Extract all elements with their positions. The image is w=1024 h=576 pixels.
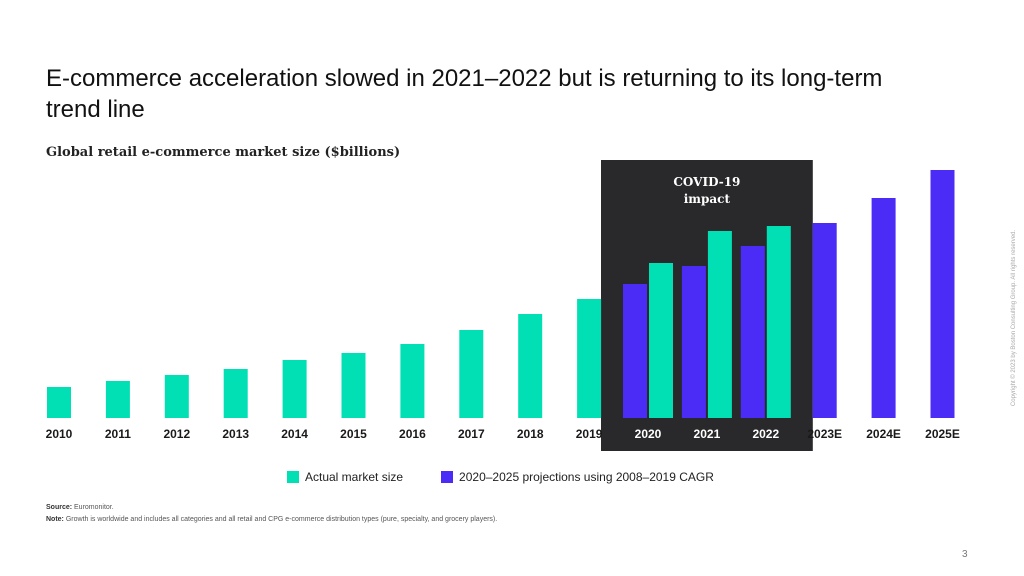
legend-swatch-projection	[441, 471, 454, 483]
note-line: Note: Growth is worldwide and includes a…	[46, 514, 497, 526]
bar-actual-2020	[649, 263, 673, 418]
x-tick-label-2022: 2022	[752, 427, 779, 441]
x-tick-label-2015: 2015	[340, 427, 367, 441]
chart-legend: Actual market size 2020–2025 projections…	[287, 470, 752, 484]
bar-projection-2021	[681, 266, 706, 418]
chart-subtitle: Global retail e-commerce market size ($b…	[46, 145, 401, 160]
x-tick-label-2013: 2013	[222, 427, 249, 441]
bar-actual-2017	[459, 330, 484, 418]
x-tick-label-2016: 2016	[399, 427, 426, 441]
bar-actual-2014	[282, 360, 307, 418]
x-tick-label-2010: 2010	[46, 427, 73, 441]
covid-label-line1: COVID-19	[673, 175, 740, 189]
bar-actual-2015	[341, 353, 366, 418]
bar-projection-2024E	[871, 198, 896, 418]
bar-chart: COVID-19 impact 2010 2011 2012 2013 2014 2015 2…	[46, 160, 960, 451]
bar-projection-2023E	[812, 223, 837, 418]
source-label: Source:	[46, 504, 73, 511]
bar-actual-2018	[518, 314, 543, 418]
bar-projection-2020	[623, 284, 647, 418]
x-tick-label-2019: 2019	[576, 427, 603, 441]
x-tick-label-2023E: 2023E	[807, 427, 842, 441]
copyright-notice: Copyright © 2023 by Boston Consulting Gr…	[1011, 229, 1017, 407]
x-tick-label-2021: 2021	[694, 427, 721, 441]
covid-label-line2: impact	[684, 192, 731, 206]
x-tick-label-2020: 2020	[635, 427, 662, 441]
bar-actual-2019	[577, 299, 602, 418]
bar-actual-2022	[766, 226, 791, 418]
bar-actual-2012	[164, 375, 189, 418]
legend-label-actual: Actual market size	[305, 470, 404, 484]
legend-label-projection: 2020–2025 projections using 2008–2019 CA…	[459, 470, 714, 484]
bar-actual-2016	[400, 344, 425, 418]
source-text: Euromonitor.	[74, 504, 114, 511]
bar-actual-2021	[707, 231, 732, 418]
x-tick-label-2014: 2014	[281, 427, 308, 441]
note-label: Note:	[46, 516, 64, 523]
x-tick-label-2024E: 2024E	[866, 427, 901, 441]
bar-projection-2022	[740, 246, 765, 418]
slide-title: E-commerce acceleration slowed in 2021–2…	[46, 65, 883, 123]
x-tick-label-2011: 2011	[105, 427, 131, 441]
x-tick-label-2017: 2017	[458, 427, 485, 441]
x-tick-label-2012: 2012	[163, 427, 190, 441]
legend-item-projection: 2020–2025 projections using 2008–2019 CA…	[441, 470, 714, 484]
note-text: Growth is worldwide and includes all cat…	[65, 516, 498, 523]
source-note: Source: Euromonitor. Note: Growth is wor…	[46, 502, 497, 526]
page-number: 3	[962, 549, 968, 560]
x-tick-label-2025E: 2025E	[925, 427, 960, 441]
legend-item-actual: Actual market size	[287, 470, 403, 484]
legend-swatch-actual	[287, 471, 299, 483]
bar-actual-2010	[47, 387, 71, 418]
x-tick-label-2018: 2018	[517, 427, 544, 441]
bar-projection-2025E	[930, 170, 955, 418]
bar-actual-2011	[105, 381, 130, 418]
bar-actual-2013	[223, 369, 248, 418]
source-line: Source: Euromonitor.	[46, 502, 497, 514]
